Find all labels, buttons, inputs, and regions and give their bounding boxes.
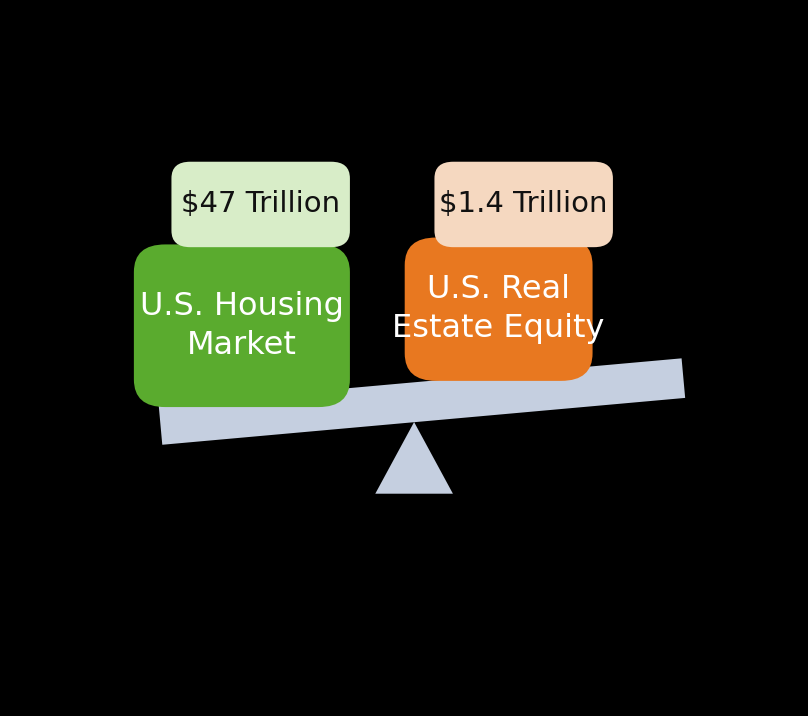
- Text: $1.4 Trillion: $1.4 Trillion: [440, 190, 608, 218]
- Polygon shape: [375, 422, 453, 494]
- FancyBboxPatch shape: [435, 162, 613, 247]
- Text: U.S. Real
Estate Equity: U.S. Real Estate Equity: [393, 274, 605, 344]
- Text: $47 Trillion: $47 Trillion: [181, 190, 340, 218]
- Text: U.S. Housing
Market: U.S. Housing Market: [140, 291, 344, 361]
- FancyBboxPatch shape: [134, 244, 350, 407]
- Polygon shape: [158, 358, 685, 445]
- FancyBboxPatch shape: [171, 162, 350, 247]
- FancyBboxPatch shape: [405, 238, 592, 381]
